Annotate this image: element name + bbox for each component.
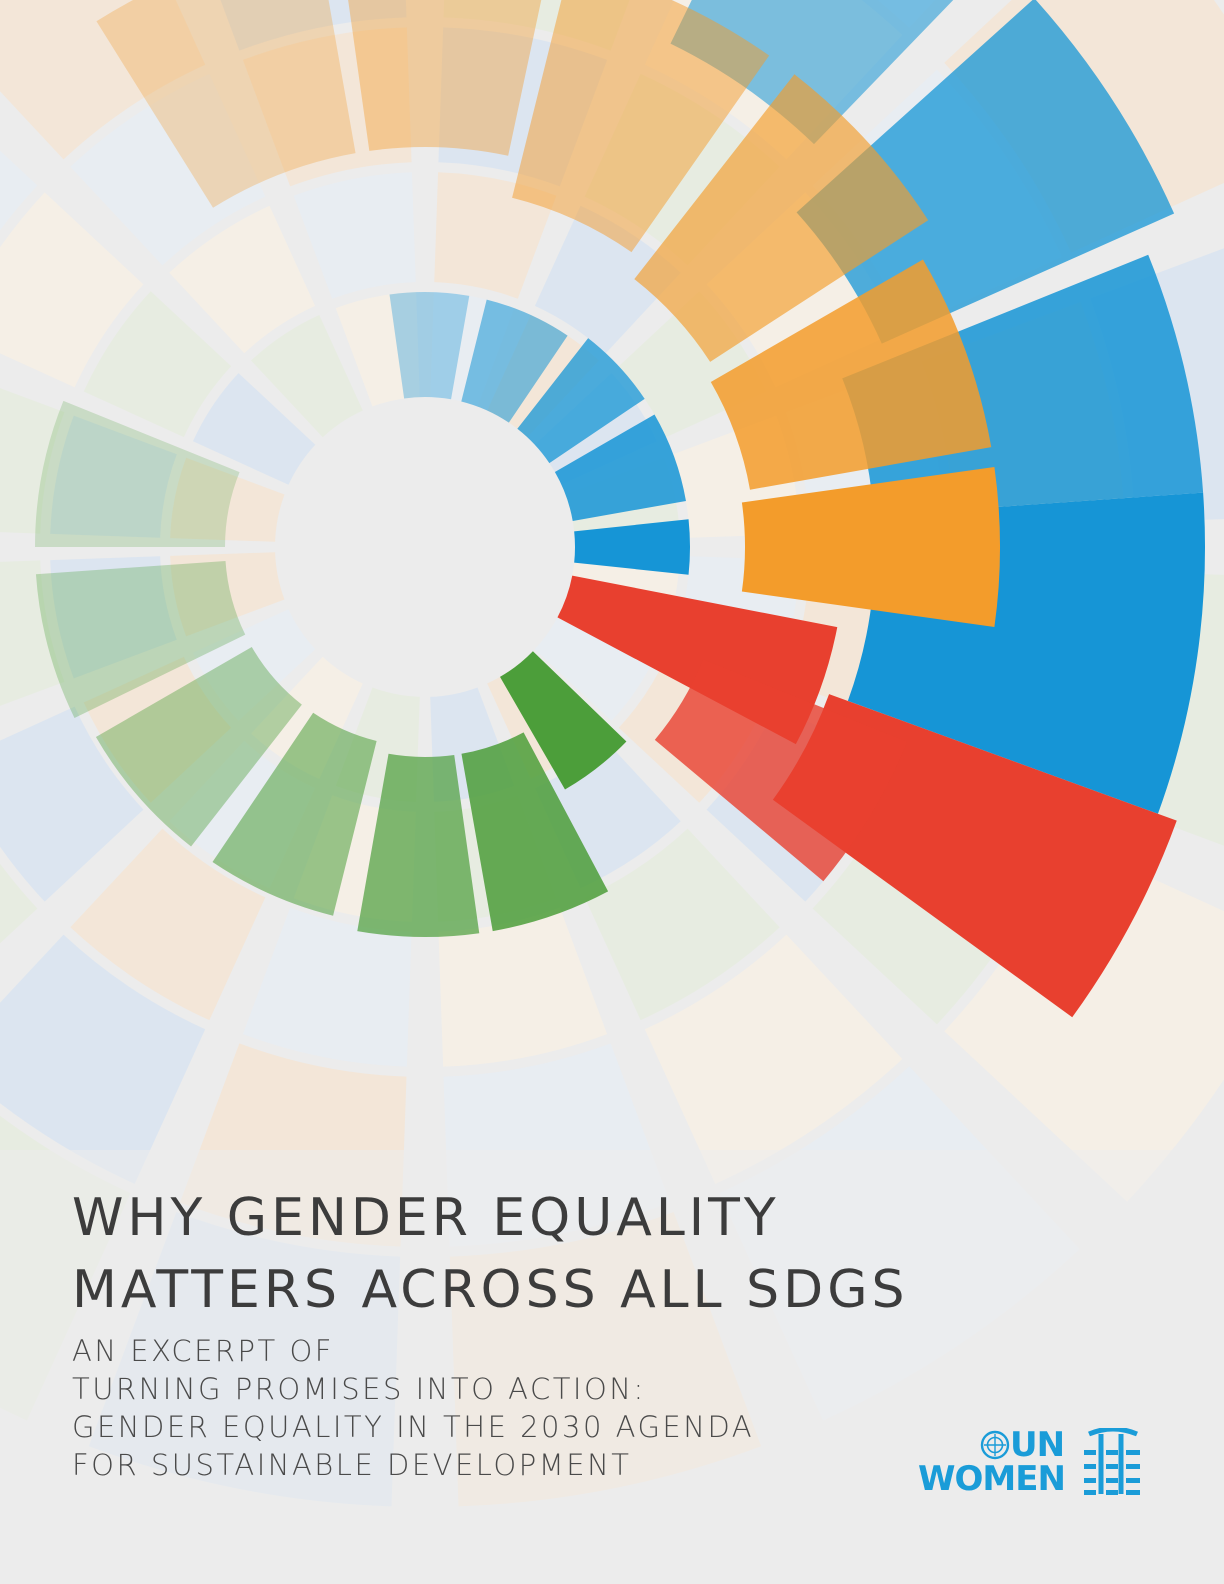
subtitle-line-1: AN EXCERPT OF xyxy=(72,1334,334,1368)
wheel-segment-green xyxy=(357,753,480,937)
wheel-hub xyxy=(285,407,565,687)
wheel-segment-pale xyxy=(169,205,316,354)
wheel-segment-orange xyxy=(348,0,542,156)
wheel-segment-orange xyxy=(710,259,992,490)
logo-text-un: UN xyxy=(1010,1425,1065,1465)
un-emblem-icon xyxy=(980,1430,1010,1460)
subtitle-line-4: FOR SUSTAINABLE DEVELOPMENT xyxy=(72,1448,632,1482)
wheel-segment-pale xyxy=(434,172,557,299)
wheel-segment-green xyxy=(212,712,377,916)
wheel-segment-pale xyxy=(242,907,412,1067)
wheel-segment-pale xyxy=(170,457,285,542)
logo-text-women: WOMEN xyxy=(918,1459,1066,1499)
wheel-segment-pale xyxy=(192,373,316,485)
wheel-fade-overlay xyxy=(0,1150,1224,1584)
title-line-2: MATTERS ACROSS ALL SDGS xyxy=(72,1260,909,1320)
wheel-segment-pale xyxy=(0,863,38,944)
wheel-segment-pale xyxy=(0,0,206,160)
wheel-segment-orange xyxy=(634,74,929,362)
wheel-segment-pale xyxy=(70,828,266,1021)
wheel-segment-pale xyxy=(0,706,144,902)
un-women-mark-icon xyxy=(1084,1428,1140,1495)
wheel-segment-blue xyxy=(670,0,954,145)
wheel-segment-pale xyxy=(534,205,681,354)
wheel-segment-pale xyxy=(50,415,177,538)
wheel-segment-green xyxy=(35,400,240,547)
wheel-segment-blue xyxy=(517,338,645,464)
wheel-segment-pale xyxy=(251,314,363,438)
wheel-segment-pale xyxy=(944,841,1224,1202)
wheel-segment-pale xyxy=(584,828,780,1021)
wheel-segment-pale xyxy=(220,0,407,51)
wheel-segment-pale xyxy=(534,609,658,721)
subtitle-line-2: TURNING PROMISES INTO ACTION: xyxy=(72,1372,646,1406)
wheel-segment-green xyxy=(95,647,302,847)
wheel-segment-blue xyxy=(461,299,568,423)
wheel-segment-pale xyxy=(0,192,144,388)
wheel-segment-pale xyxy=(251,656,363,780)
wheel-segment-pale xyxy=(438,907,608,1067)
wheel-segment-pale xyxy=(0,934,206,1184)
wheel-segment-pale xyxy=(0,150,38,231)
wheel-segment-blue xyxy=(796,0,1175,344)
wheel-segment-green xyxy=(35,560,246,718)
wheel-segment-orange xyxy=(512,0,770,253)
wheel-segment-pale xyxy=(50,556,177,679)
wheel-segment-green xyxy=(461,732,609,932)
wheel-segment-pale xyxy=(83,656,232,803)
wheel-segment-orange xyxy=(741,466,1000,628)
wheel-segment-red xyxy=(654,659,908,882)
title-line-1: WHY GENDER EQUALITY xyxy=(72,1188,780,1248)
wheel-segment-blue xyxy=(554,414,686,521)
wheel-segment-pale xyxy=(335,292,420,407)
wheel-segment-pale xyxy=(293,172,416,299)
subtitle-line-3: GENDER EQUALITY IN THE 2030 AGENDA xyxy=(72,1410,755,1444)
un-women-logo: UN WOMEN xyxy=(918,1426,1148,1502)
wheel-segment-orange xyxy=(96,0,356,208)
wheel-segment-pale xyxy=(83,291,232,438)
wheel-segment-pale xyxy=(0,388,65,534)
wheel-segment-pale xyxy=(242,27,412,187)
wheel-segment-pale xyxy=(170,552,285,637)
wheel-segment-pale xyxy=(644,934,903,1184)
wheel-segment-green xyxy=(500,651,627,790)
wheel-segment-blue xyxy=(389,291,470,400)
cover-subtitle: AN EXCERPT OF TURNING PROMISES INTO ACTI… xyxy=(72,1332,952,1484)
wheel-segment-pale xyxy=(192,609,316,721)
wheel-segment-blue xyxy=(574,519,690,575)
wheel-segment-pale xyxy=(0,560,65,706)
wheel-segment-pale xyxy=(70,73,266,266)
cover-title: WHY GENDER EQUALITY MATTERS ACROSS ALL S… xyxy=(72,1182,1072,1326)
